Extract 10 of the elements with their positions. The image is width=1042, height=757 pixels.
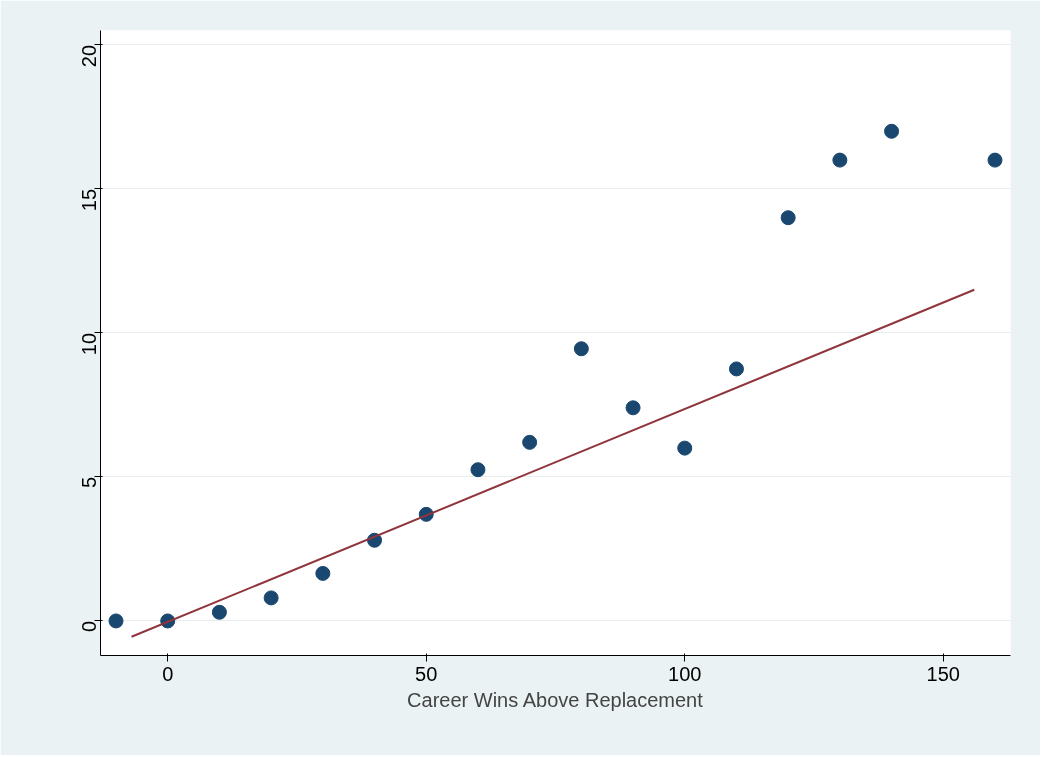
x-tick-label: 0 (162, 662, 174, 685)
y-tick-label: 20 (78, 44, 101, 68)
y-tick-label: 0 (78, 620, 101, 633)
x-axis-title: Career Wins Above Replacement (407, 688, 704, 711)
y-tick-label: 10 (78, 332, 101, 356)
x-tick-label: 100 (668, 662, 702, 685)
y-tick-label: 15 (78, 188, 101, 212)
x-tick-label: 150 (926, 662, 960, 685)
x-tick-label: 50 (415, 662, 438, 685)
y-tick-label: 5 (78, 476, 101, 489)
